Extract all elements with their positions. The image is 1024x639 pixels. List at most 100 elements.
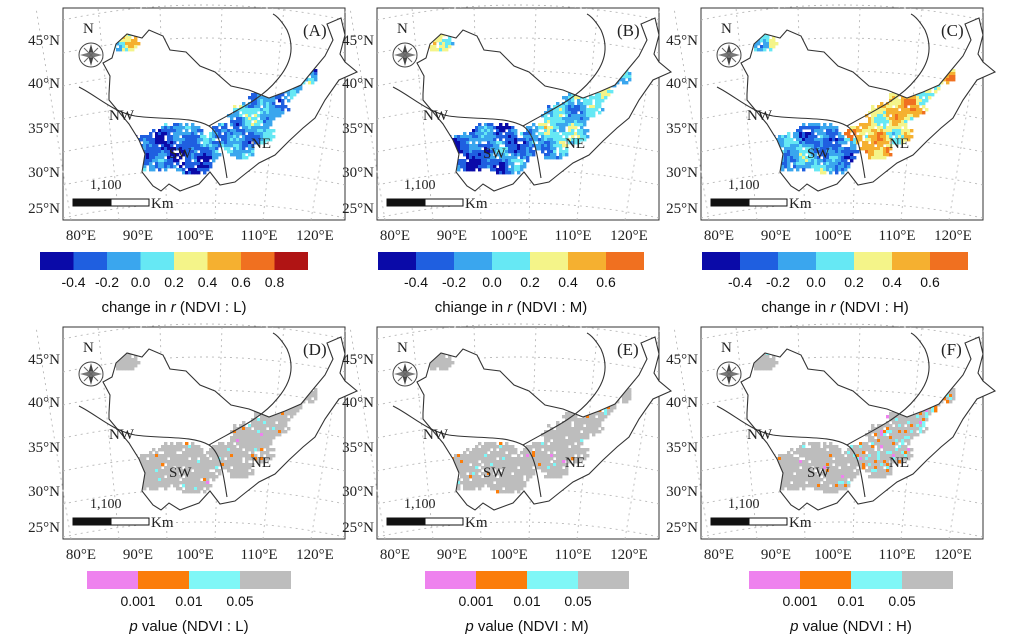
legend-caption: change in r (NDVI : H): [761, 299, 909, 316]
region-divider: [78, 405, 228, 498]
lat-label: 25°N: [28, 201, 60, 217]
caption-variable: r: [171, 299, 177, 316]
scale-bar-white: [110, 517, 150, 526]
north-label: N: [721, 340, 732, 356]
region-label-ne: NE: [889, 455, 909, 471]
graticule-parallel: [700, 488, 984, 505]
legend: 0.001 0.01 0.05 p value (NDVI : H): [749, 571, 953, 635]
lon-label: 90°E: [123, 228, 153, 244]
graticule-parallel: [376, 4, 660, 21]
legend: 0.001 0.01 0.05 p value (NDVI : M): [425, 571, 629, 635]
legend: 0.001 0.01 0.05 p value (NDVI : L): [87, 571, 291, 635]
lon-label: 80°E: [66, 228, 96, 244]
region-label-ne: NE: [251, 455, 271, 471]
lat-label: 40°N: [666, 76, 698, 92]
legend-tick: 0.4: [882, 274, 902, 290]
caption-suffix: (NDVI : M): [512, 299, 587, 316]
scale-unit: Km: [151, 515, 174, 531]
graticule-parallel: [700, 202, 984, 219]
graticule-parallel: [376, 455, 660, 472]
map-panel-a: NW SW NE (A) N 1,100 Km 45°N 40°N 35°N 30°N 25°N 80°…: [28, 4, 359, 316]
lon-label: 110°E: [878, 228, 915, 244]
region-label-ne: NE: [251, 136, 271, 152]
panel-letter: (C): [941, 21, 964, 40]
graticule-parallel: [376, 521, 660, 538]
scale-bar-black: [710, 198, 750, 207]
lat-label: 25°N: [28, 520, 60, 536]
region-label-nw: NW: [109, 108, 135, 124]
north-arrow-icon: [78, 42, 104, 68]
legend-swatch: [527, 571, 578, 589]
legend-swatch: [854, 252, 892, 270]
graticule-parallel: [62, 455, 346, 472]
caption-suffix: (NDVI : H): [835, 299, 908, 316]
caption-suffix: value (NDVI : L): [138, 618, 249, 635]
panel-letter: (F): [941, 340, 962, 359]
region-divider: [392, 405, 542, 498]
legend-swatch: [800, 571, 851, 589]
caption-prefix: change in: [761, 299, 830, 316]
graticule-parallel: [62, 4, 346, 21]
region-label-nw: NW: [109, 427, 135, 443]
legend-tick: 0.6: [231, 274, 251, 290]
north-arrow-icon: [392, 361, 418, 387]
legend-swatch: [207, 252, 241, 270]
graticule-parallel: [376, 488, 660, 505]
lat-label: 35°N: [666, 121, 698, 137]
legend-swatch: [189, 571, 240, 589]
legend-swatch: [851, 571, 902, 589]
graticule-parallel: [376, 169, 660, 186]
lon-label: 90°E: [761, 228, 791, 244]
legend-swatch: [530, 252, 568, 270]
study-area-outline: [740, 336, 997, 511]
lat-label: 45°N: [666, 352, 698, 368]
caption-prefix: chiange in: [435, 299, 508, 316]
map-panel-b: NW SW NE (B) N 1,100 Km 45°N 40°N 35°N 30°N 25°N 80°…: [342, 4, 673, 316]
lat-label: 25°N: [342, 201, 374, 217]
legend-tick: -0.4: [728, 274, 752, 290]
legend-swatch: [930, 252, 968, 270]
north-arrow-icon: [716, 361, 742, 387]
lat-label: 45°N: [28, 33, 60, 49]
graticule-parallel: [62, 323, 346, 340]
legend-swatch: [174, 252, 208, 270]
graticule-parallel: [376, 136, 660, 153]
legend-tick: 0.4: [558, 274, 578, 290]
north-label: N: [721, 21, 732, 37]
lon-label: 100°E: [490, 228, 528, 244]
legend-caption: chiange in r (NDVI : M): [435, 299, 588, 316]
legend-swatch: [378, 252, 416, 270]
scale-bar-white: [424, 517, 464, 526]
legend-swatch: [892, 252, 930, 270]
legend-tick: -0.2: [95, 274, 119, 290]
scale-value: 1,100: [728, 178, 760, 193]
graticule-parallel: [700, 136, 984, 153]
legend-tick: -0.4: [404, 274, 428, 290]
legend-swatch: [240, 571, 291, 589]
lon-label: 80°E: [66, 547, 96, 563]
graticule-parallel: [700, 169, 984, 186]
lon-label: 120°E: [934, 228, 972, 244]
legend-swatch: [902, 571, 953, 589]
lat-label: 40°N: [342, 395, 374, 411]
study-area-outline: [102, 17, 359, 192]
legend-tick: 0.0: [131, 274, 151, 290]
lon-label: 100°E: [176, 547, 214, 563]
legend-swatch: [568, 252, 606, 270]
lat-label: 45°N: [342, 33, 374, 49]
region-label-sw: SW: [807, 465, 830, 481]
study-area-outline: [102, 336, 359, 511]
lon-label: 80°E: [380, 228, 410, 244]
scale-bar-black: [72, 198, 112, 207]
lon-label: 90°E: [123, 547, 153, 563]
caption-variable: p: [128, 618, 137, 635]
legend-swatch: [578, 571, 629, 589]
scale-value: 1,100: [404, 497, 436, 512]
lat-label: 45°N: [28, 352, 60, 368]
legend-swatch: [740, 252, 778, 270]
region-divider: [716, 86, 866, 179]
legend-tick: -0.4: [61, 274, 85, 290]
lon-label: 100°E: [814, 547, 852, 563]
legend-swatch: [107, 252, 141, 270]
lat-label: 30°N: [666, 484, 698, 500]
